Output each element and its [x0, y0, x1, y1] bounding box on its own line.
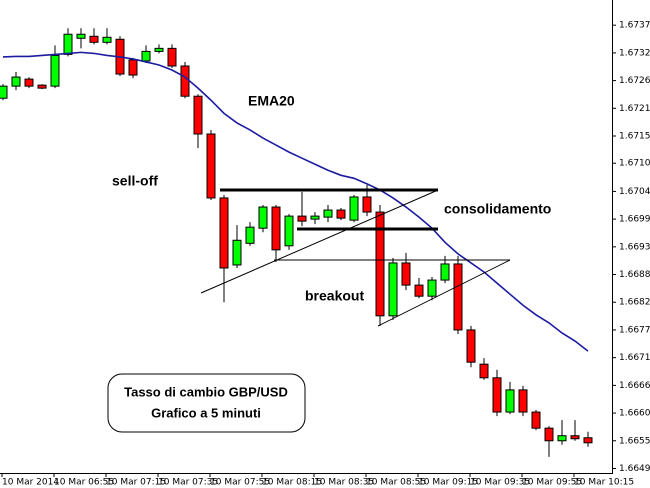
- x-tick-label: 10 Mar 07:55: [210, 478, 270, 488]
- candle-body: [453, 263, 463, 331]
- candle-body: [466, 329, 476, 363]
- candle-body: [557, 435, 567, 442]
- ema-label: EMA20: [248, 93, 295, 109]
- candle-body: [193, 95, 203, 135]
- x-tick-label: 10 Mar 08:55: [366, 478, 426, 488]
- y-tick-label: 1.66605: [619, 409, 650, 419]
- candle-body: [427, 279, 437, 297]
- y-tick-label: 1.67265: [619, 76, 650, 86]
- candle-body: [323, 209, 333, 218]
- candle-body: [206, 133, 216, 199]
- y-tick-label: 1.66935: [619, 242, 650, 252]
- candle-body: [258, 206, 268, 229]
- candle-body: [388, 262, 398, 317]
- candle-body: [570, 435, 580, 440]
- candle-body: [492, 377, 502, 413]
- y-tick-label: 1.67045: [619, 187, 650, 197]
- candle-body: [284, 215, 294, 247]
- y-tick-label: 1.66880: [619, 270, 650, 280]
- x-tick-label: 10 Mar 07:35: [158, 478, 218, 488]
- candle-body: [219, 197, 229, 269]
- x-tick-label: 10 Mar 09:15: [418, 478, 478, 488]
- box-text: Tasso di cambio GBP/USD: [124, 384, 288, 399]
- y-tick-label: 1.66825: [619, 298, 650, 308]
- y-tick-label: 1.66715: [619, 353, 650, 363]
- candle-body: [401, 262, 411, 286]
- candle-body: [232, 239, 242, 266]
- candle-body: [297, 215, 307, 222]
- candle-body: [89, 35, 99, 43]
- candle-body: [76, 33, 86, 39]
- candle-body: [141, 50, 151, 62]
- x-tick-label: 10 Mar 09:35: [470, 478, 530, 488]
- y-tick-label: 1.66990: [619, 215, 650, 225]
- candle-body: [531, 411, 541, 429]
- candle-body: [479, 363, 489, 379]
- candle-body: [180, 65, 190, 97]
- candle-body: [440, 263, 450, 281]
- trend-line: [377, 259, 511, 327]
- candle-body: [518, 389, 528, 413]
- y-tick-label: 1.66550: [619, 436, 650, 446]
- y-tick-label: 1.66660: [619, 381, 650, 391]
- candle-body: [336, 209, 346, 219]
- x-tick-label: 10 Mar 08:35: [314, 478, 374, 488]
- y-tick-label: 1.67210: [619, 104, 650, 114]
- plot-area: [0, 28, 593, 457]
- candle-body: [544, 427, 554, 442]
- candle-body: [583, 437, 593, 444]
- x-tick-label: 10 Mar 2014: [2, 478, 59, 488]
- trend-line: [200, 189, 439, 294]
- candle-body: [50, 54, 60, 87]
- candle-body: [362, 196, 372, 213]
- x-tick-label: 10 Mar 07:15: [106, 478, 166, 488]
- annotation: consolidamento: [444, 201, 551, 217]
- y-tick-label: 1.66770: [619, 325, 650, 335]
- drawn-patterns: [200, 188, 511, 327]
- candle-body: [505, 389, 515, 413]
- candle-body: [245, 226, 255, 244]
- candle-body: [128, 59, 138, 76]
- x-tick-label: 10 Mar 09:55: [522, 478, 582, 488]
- candle-body: [0, 85, 8, 99]
- candle-body: [37, 84, 47, 89]
- y-tick-label: 1.67320: [619, 48, 650, 58]
- y-tick-label: 1.67375: [619, 21, 650, 31]
- candle-body: [349, 196, 359, 221]
- candle-body: [63, 33, 73, 55]
- candle-body: [271, 206, 281, 251]
- x-tick-label: 10 Mar 10:15: [574, 478, 634, 488]
- candle-body: [414, 284, 424, 297]
- x-tick-label: 10 Mar 08:15: [262, 478, 322, 488]
- candle-body: [11, 76, 21, 87]
- y-tick-label: 1.67155: [619, 132, 650, 142]
- candle-body: [24, 78, 34, 87]
- annotation: sell-off: [112, 173, 158, 189]
- ema-line: [2, 51, 589, 352]
- candle-body: [167, 47, 177, 67]
- candle-body: [154, 47, 164, 52]
- y-tick-label: 1.66495: [619, 464, 650, 474]
- x-tick-label: 10 Mar 06:55: [54, 478, 114, 488]
- info-box: [107, 373, 306, 433]
- candle-body: [310, 215, 320, 220]
- candle-body: [375, 211, 385, 317]
- annotation: breakout: [305, 288, 364, 304]
- candle-body: [102, 36, 112, 43]
- box-text: Grafico a 5 minuti: [151, 405, 261, 420]
